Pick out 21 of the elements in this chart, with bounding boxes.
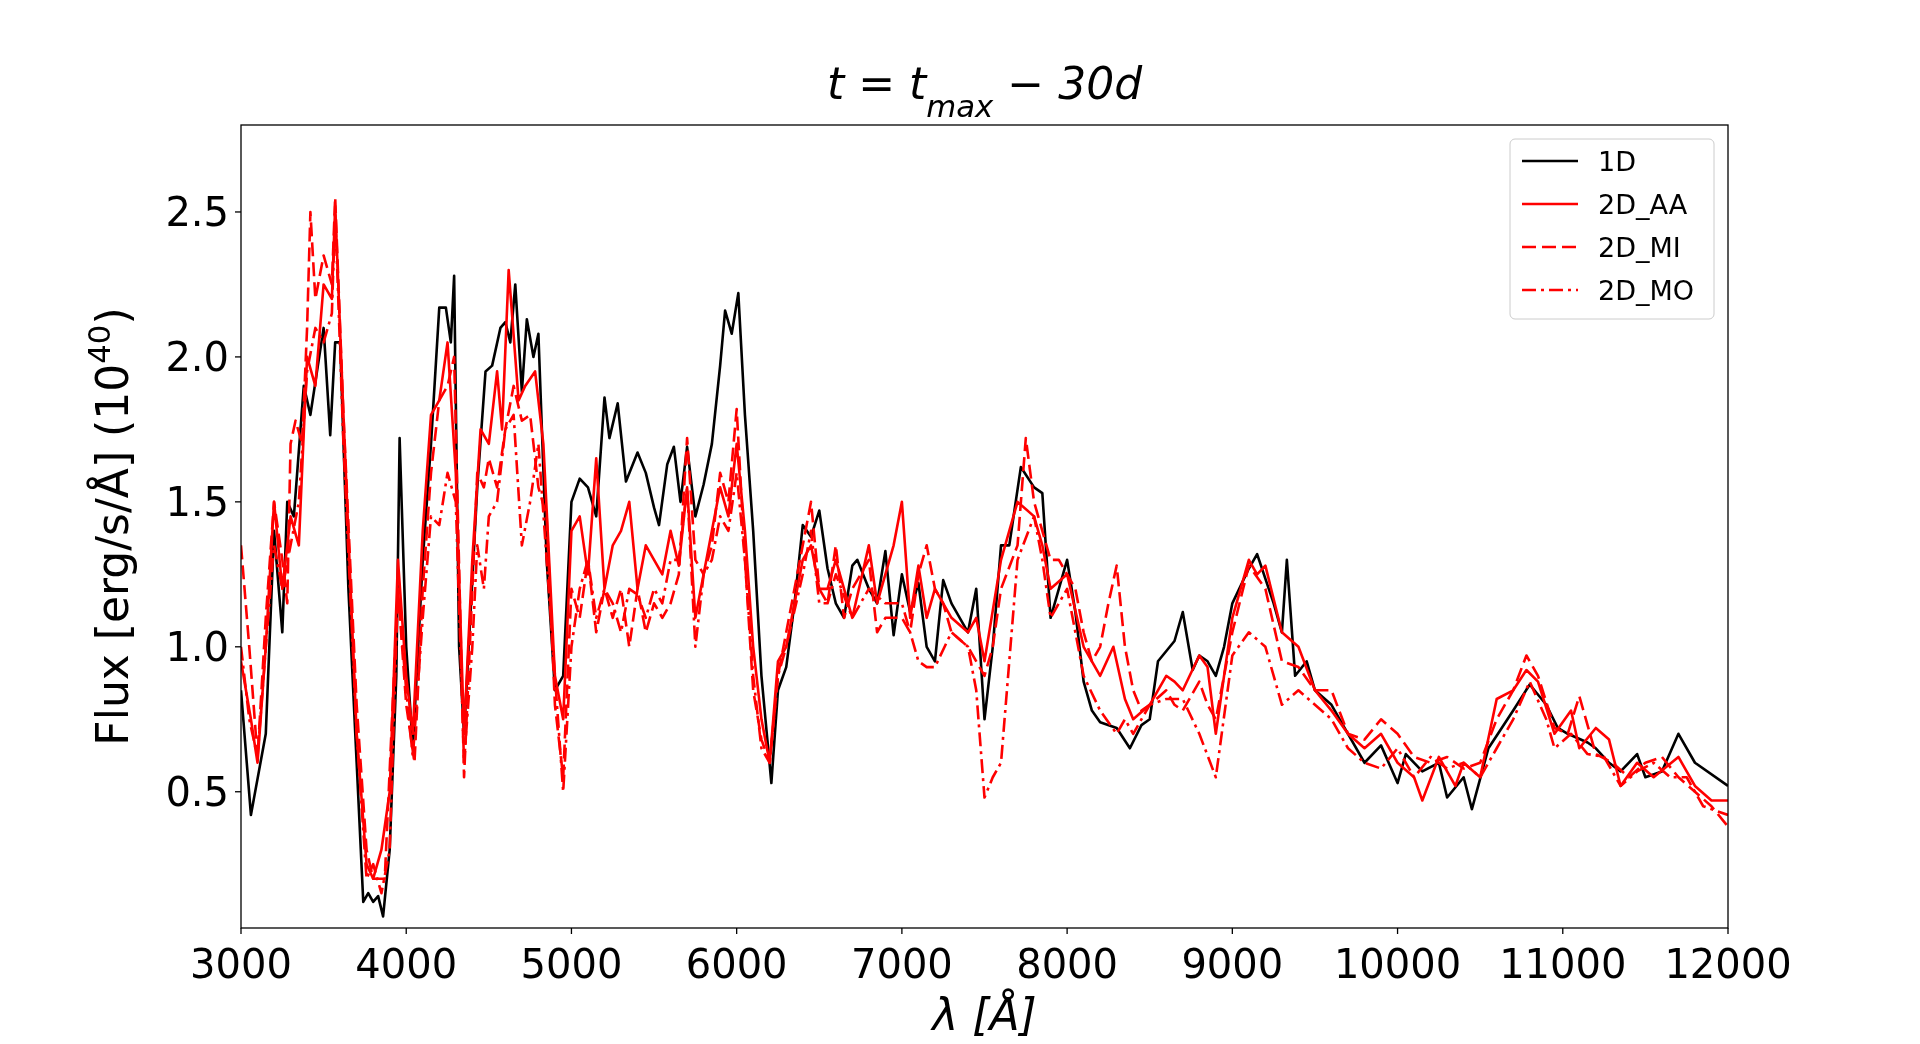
y-tick-label: 2.5 (165, 189, 229, 236)
x-tick-label: 5000 (520, 941, 623, 987)
x-tick-label: 7000 (850, 941, 953, 987)
legend-label: 1D (1598, 145, 1636, 177)
y-tick-label: 1.0 (165, 624, 229, 671)
y-tick-label: 0.5 (165, 769, 229, 816)
legend-label: 2D_MO (1598, 274, 1695, 306)
legend-label: 2D_MI (1598, 231, 1681, 263)
x-tick-label: 11000 (1499, 941, 1627, 987)
y-tick-label: 2.0 (165, 334, 229, 381)
x-tick-label: 12000 (1664, 941, 1792, 987)
chart-title: t = t$_{max}$ − 30d (826, 58, 1144, 124)
x-tick-label: 3000 (190, 941, 292, 987)
y-tick-label: 1.5 (165, 479, 229, 526)
x-axis-title: λ [Å] (930, 988, 1037, 1040)
x-tick-label: 9000 (1181, 941, 1284, 987)
legend-label: 2D_AA (1598, 188, 1688, 220)
x-tick-label: 6000 (685, 941, 788, 987)
x-tick-label: 8000 (1016, 941, 1119, 987)
x-tick-label: 10000 (1333, 941, 1462, 987)
x-tick-label: 4000 (355, 941, 458, 987)
